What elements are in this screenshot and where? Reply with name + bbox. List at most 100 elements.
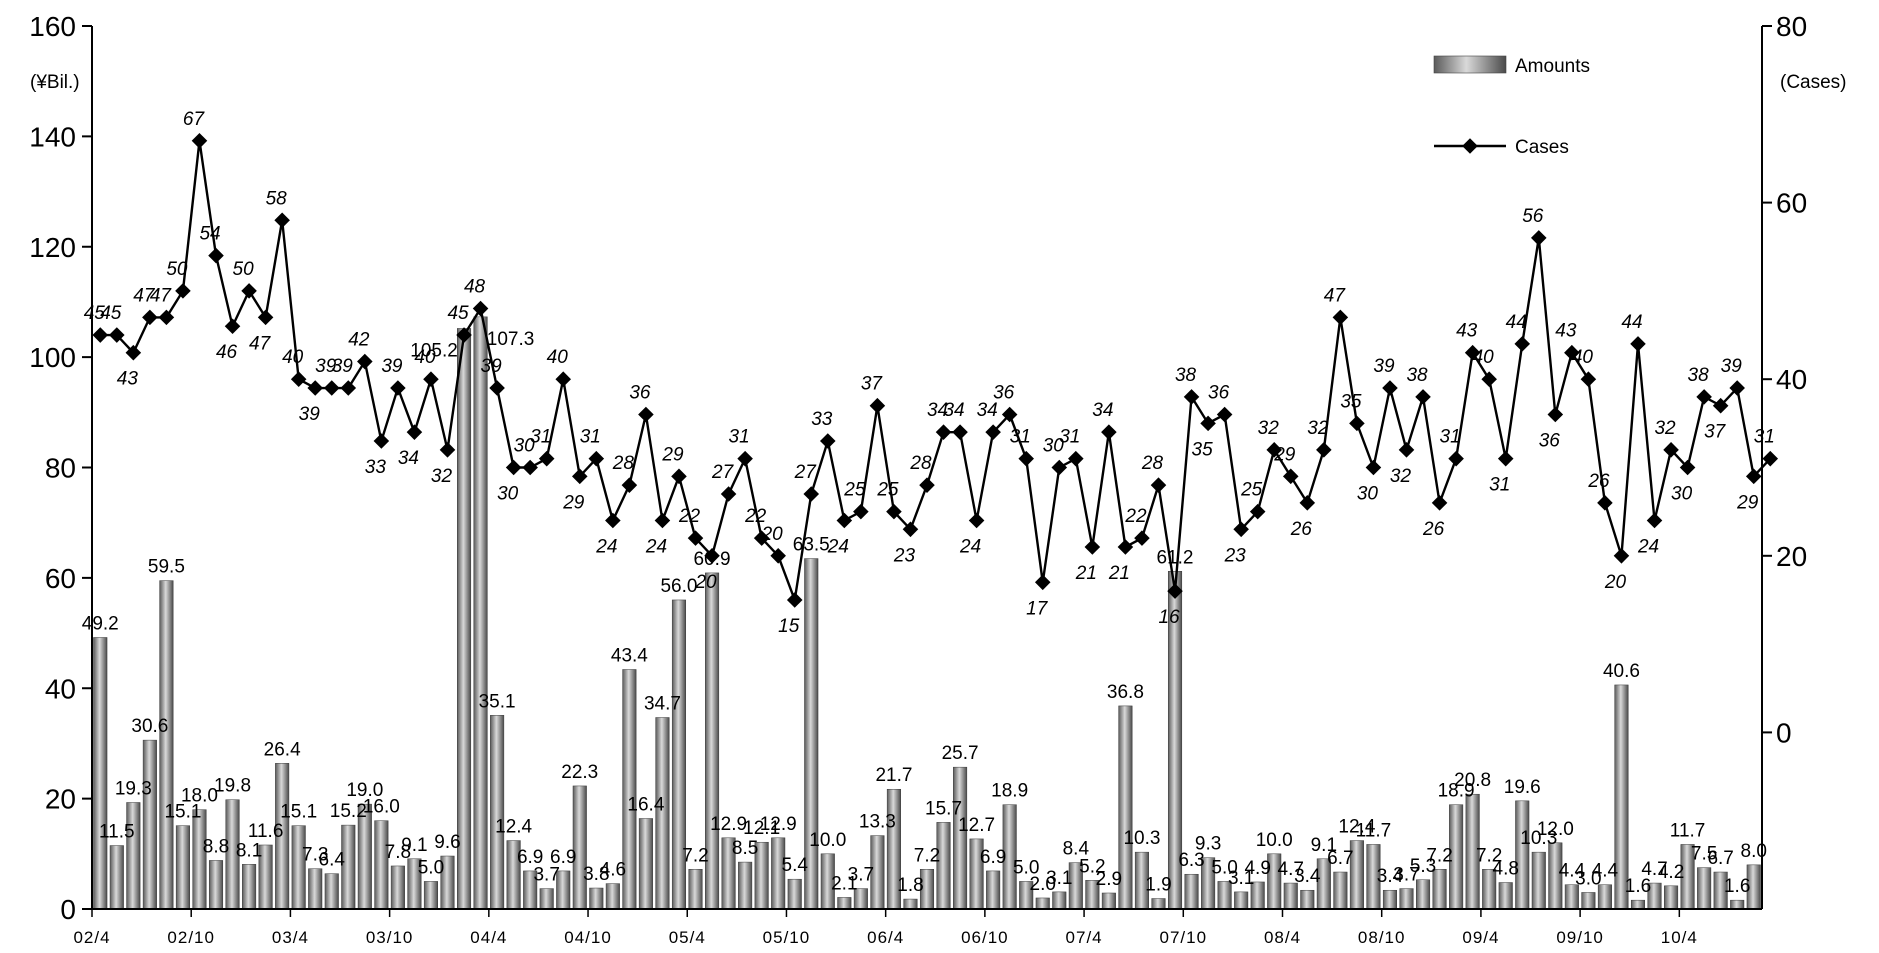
- amount-bar: [738, 861, 753, 910]
- case-data-label: 32: [1258, 418, 1280, 439]
- amount-data-label: 18.9: [1438, 781, 1475, 802]
- case-point: [175, 283, 191, 299]
- amount-data-label: 10.3: [1123, 828, 1160, 849]
- amount-data-label: 20.8: [1454, 770, 1491, 791]
- case-data-label: 23: [893, 545, 916, 566]
- case-point: [1464, 344, 1481, 361]
- case-data-label: 31: [1010, 427, 1031, 448]
- case-point: [1167, 583, 1183, 599]
- amount-data-label: 5.0: [1013, 857, 1039, 878]
- case-data-label: 27: [711, 462, 735, 483]
- x-axis-tick-label: 02/4: [73, 928, 110, 947]
- case-point: [1398, 442, 1415, 458]
- legend: Amounts Cases: [1433, 55, 1590, 158]
- case-point: [1134, 530, 1150, 546]
- case-point: [605, 512, 621, 529]
- case-data-label: 31: [1440, 427, 1461, 448]
- case-point: [803, 486, 820, 502]
- case-point: [1745, 468, 1762, 485]
- case-point: [191, 133, 208, 149]
- case-data-label: 28: [612, 453, 635, 474]
- right-axis-tick-label: 40: [1776, 364, 1807, 395]
- right-axis-unit: (Cases): [1780, 72, 1847, 93]
- case-point: [820, 433, 836, 449]
- amount-data-label: 40.6: [1603, 661, 1640, 682]
- amount-data-label: 2.1: [831, 873, 857, 894]
- case-data-label: 29: [1736, 492, 1759, 513]
- amount-data-label: 8.5: [732, 838, 758, 859]
- amount-data-label: 63.5: [793, 535, 830, 556]
- amount-data-label: 3.0: [1575, 868, 1601, 889]
- case-data-label: 31: [530, 427, 551, 448]
- amount-data-label: 3.7: [1393, 865, 1419, 886]
- case-data-label: 24: [959, 536, 981, 557]
- amount-data-label: 61.2: [1157, 547, 1194, 568]
- amount-data-label: 3.4: [1377, 866, 1404, 887]
- case-point: [555, 371, 572, 387]
- amount-bar: [1498, 882, 1513, 910]
- amount-data-label: 35.1: [479, 691, 516, 712]
- amount-data-label: 10.0: [809, 830, 846, 851]
- case-point: [373, 433, 390, 449]
- amount-data-label: 3.4: [1294, 866, 1321, 887]
- amount-data-label: 22.3: [561, 762, 598, 783]
- amount-bar: [1664, 885, 1679, 910]
- case-data-label: 34: [398, 448, 419, 469]
- x-axis-tick-label: 04/4: [470, 928, 507, 947]
- case-point: [224, 318, 241, 334]
- amount-bar: [192, 809, 207, 910]
- case-data-label: 40: [1473, 347, 1495, 368]
- case-data-label: 34: [927, 400, 948, 421]
- amount-data-label: 43.4: [611, 645, 648, 666]
- amount-bar: [390, 865, 405, 910]
- case-point: [538, 450, 555, 467]
- amount-bar: [242, 864, 257, 910]
- amount-data-label: 107.3: [487, 329, 535, 350]
- case-point: [968, 512, 985, 529]
- amount-data-label: 19.0: [346, 780, 383, 801]
- amount-bar: [175, 825, 190, 910]
- case-data-label: 43: [1555, 321, 1577, 342]
- case-data-label: 36: [629, 383, 651, 404]
- case-point: [902, 521, 919, 538]
- case-data-label: 36: [993, 383, 1015, 404]
- amount-data-label: 4.4: [1592, 861, 1619, 882]
- amount-data-label: 4.6: [600, 860, 626, 881]
- amount-data-label: 6.9: [550, 847, 576, 868]
- amount-bar: [208, 860, 224, 910]
- case-point: [505, 459, 522, 476]
- case-data-label: 32: [1307, 418, 1329, 439]
- case-data-label: 56: [1522, 206, 1544, 227]
- case-data-label: 47: [1324, 285, 1347, 306]
- case-data-label: 30: [497, 484, 519, 505]
- case-data-label: 44: [1621, 312, 1642, 333]
- amount-data-label: 6.7: [1327, 848, 1353, 869]
- case-data-label: 31: [1489, 475, 1510, 496]
- case-data-label: 39: [332, 356, 354, 377]
- x-axis-tick-label: 07/4: [1066, 928, 1103, 947]
- case-data-label: 58: [266, 188, 288, 209]
- case-point: [1514, 336, 1531, 352]
- case-point: [307, 380, 323, 396]
- case-point: [1034, 574, 1051, 591]
- amount-data-label: 3.7: [533, 865, 559, 886]
- case-data-label: 23: [1224, 545, 1247, 566]
- case-data-label: 32: [1654, 418, 1676, 439]
- amount-data-label: 3.1: [1228, 868, 1254, 889]
- case-point: [489, 380, 505, 396]
- amount-data-label: 9.6: [434, 832, 460, 853]
- left-axis-tick-label: 160: [29, 11, 76, 42]
- case-point: [1712, 397, 1729, 414]
- case-point: [1531, 230, 1547, 246]
- x-axis-tick-label: 05/10: [763, 928, 811, 947]
- amount-data-label: 6.9: [517, 847, 543, 868]
- amount-bar: [1151, 898, 1166, 910]
- case-point: [1564, 344, 1580, 361]
- case-point: [952, 424, 968, 440]
- amount-data-label: 6.9: [980, 847, 1006, 868]
- case-data-label: 21: [1108, 563, 1130, 584]
- case-point: [1233, 521, 1249, 538]
- case-data-label: 47: [133, 285, 156, 306]
- case-point: [1382, 380, 1398, 396]
- amount-data-label: 13.3: [859, 812, 896, 833]
